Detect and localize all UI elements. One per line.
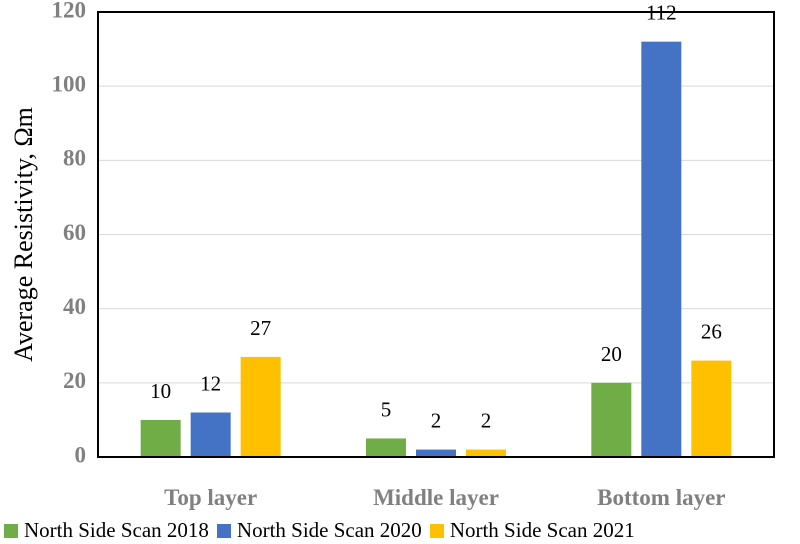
legend-item: North Side Scan 2020: [213, 518, 422, 543]
y-axis-ticks: 0 20 40 60 80 100 120: [52, 0, 87, 467]
bar: [366, 438, 406, 457]
data-label: 5: [381, 397, 392, 421]
legend: North Side Scan 2018 North Side Scan 2020…: [0, 517, 800, 544]
bar: [591, 382, 632, 457]
y-tick-label: 60: [63, 220, 86, 245]
plot-area-border: [97, 11, 775, 458]
y-axis-label: Average Resistivity, Ωm: [9, 107, 38, 362]
legend-item: North Side Scan 2021: [426, 518, 635, 543]
data-label: 2: [431, 409, 442, 433]
y-tick-label: 120: [52, 0, 87, 22]
data-label: 10: [150, 379, 171, 403]
bar: [240, 356, 281, 457]
y-tick-label: 100: [52, 71, 87, 96]
y-tick-label: 20: [63, 368, 86, 393]
legend-swatch: [4, 523, 18, 538]
bar: [691, 360, 732, 457]
legend-label: North Side Scan 2018: [24, 518, 209, 542]
y-tick-label: 40: [63, 294, 86, 319]
bar: [416, 449, 456, 457]
bar: [641, 41, 682, 458]
x-category-label: Top layer: [164, 485, 257, 510]
legend-label: North Side Scan 2021: [449, 518, 635, 542]
legend-label: North Side Scan 2020: [236, 518, 422, 542]
data-label: 2: [481, 409, 492, 433]
bar: [140, 419, 181, 457]
y-tick-label: 80: [63, 146, 86, 171]
bar: [466, 449, 506, 457]
bar: [190, 412, 231, 457]
bars: [140, 41, 732, 458]
y-tick-label: 0: [75, 442, 87, 467]
data-label: 20: [601, 342, 622, 366]
data-label: 27: [250, 316, 271, 340]
data-label: 26: [701, 320, 722, 344]
legend-swatch: [216, 523, 231, 538]
legend-item: North Side Scan 2018: [0, 518, 209, 543]
x-axis-categories: Top layer Middle layer Bottom layer: [164, 485, 725, 510]
data-label: 12: [200, 372, 221, 396]
legend-swatch: [429, 523, 444, 538]
x-category-label: Bottom layer: [597, 485, 725, 510]
x-category-label: Middle layer: [373, 485, 499, 510]
